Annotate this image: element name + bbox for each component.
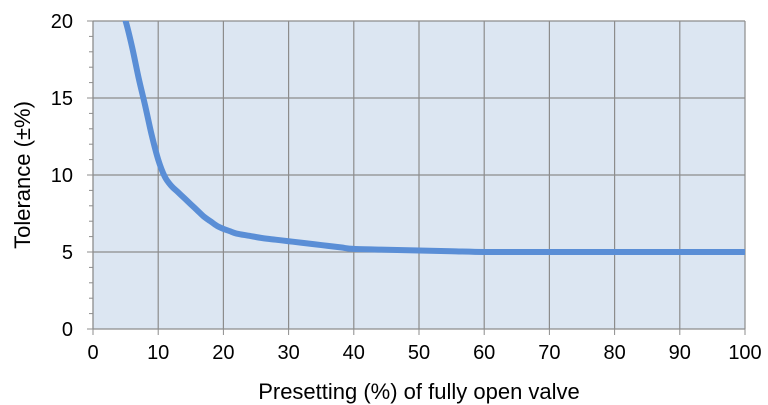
x-tick-label: 50 bbox=[408, 342, 430, 364]
tick-labels: 0 10 20 30 40 50 60 70 80 90 100 0 5 10 15 20 bbox=[51, 11, 762, 364]
x-tick-label: 60 bbox=[473, 342, 495, 364]
y-tick-label: 15 bbox=[51, 88, 73, 110]
x-axis-label: Presetting (%) of fully open valve bbox=[258, 379, 580, 404]
x-tick-label: 40 bbox=[343, 342, 365, 364]
axes bbox=[87, 20, 746, 335]
tolerance-series-line bbox=[122, 21, 745, 256]
y-axis-label: Tolerance (±%) bbox=[10, 101, 35, 249]
y-tick-label: 10 bbox=[51, 165, 73, 187]
x-tick-label: 100 bbox=[728, 342, 761, 364]
y-tick-label: 20 bbox=[51, 11, 73, 33]
x-tick-label: 0 bbox=[87, 342, 98, 364]
x-tick-label: 70 bbox=[538, 342, 560, 364]
x-tick-label: 30 bbox=[277, 342, 299, 364]
y-tick-label: 0 bbox=[62, 319, 73, 341]
x-tick-label: 20 bbox=[212, 342, 234, 364]
y-tick-label: 5 bbox=[62, 242, 73, 264]
x-tick-label: 90 bbox=[669, 342, 691, 364]
series-layer bbox=[122, 21, 745, 256]
x-tick-label: 80 bbox=[603, 342, 625, 364]
x-tick-label: 10 bbox=[147, 342, 169, 364]
